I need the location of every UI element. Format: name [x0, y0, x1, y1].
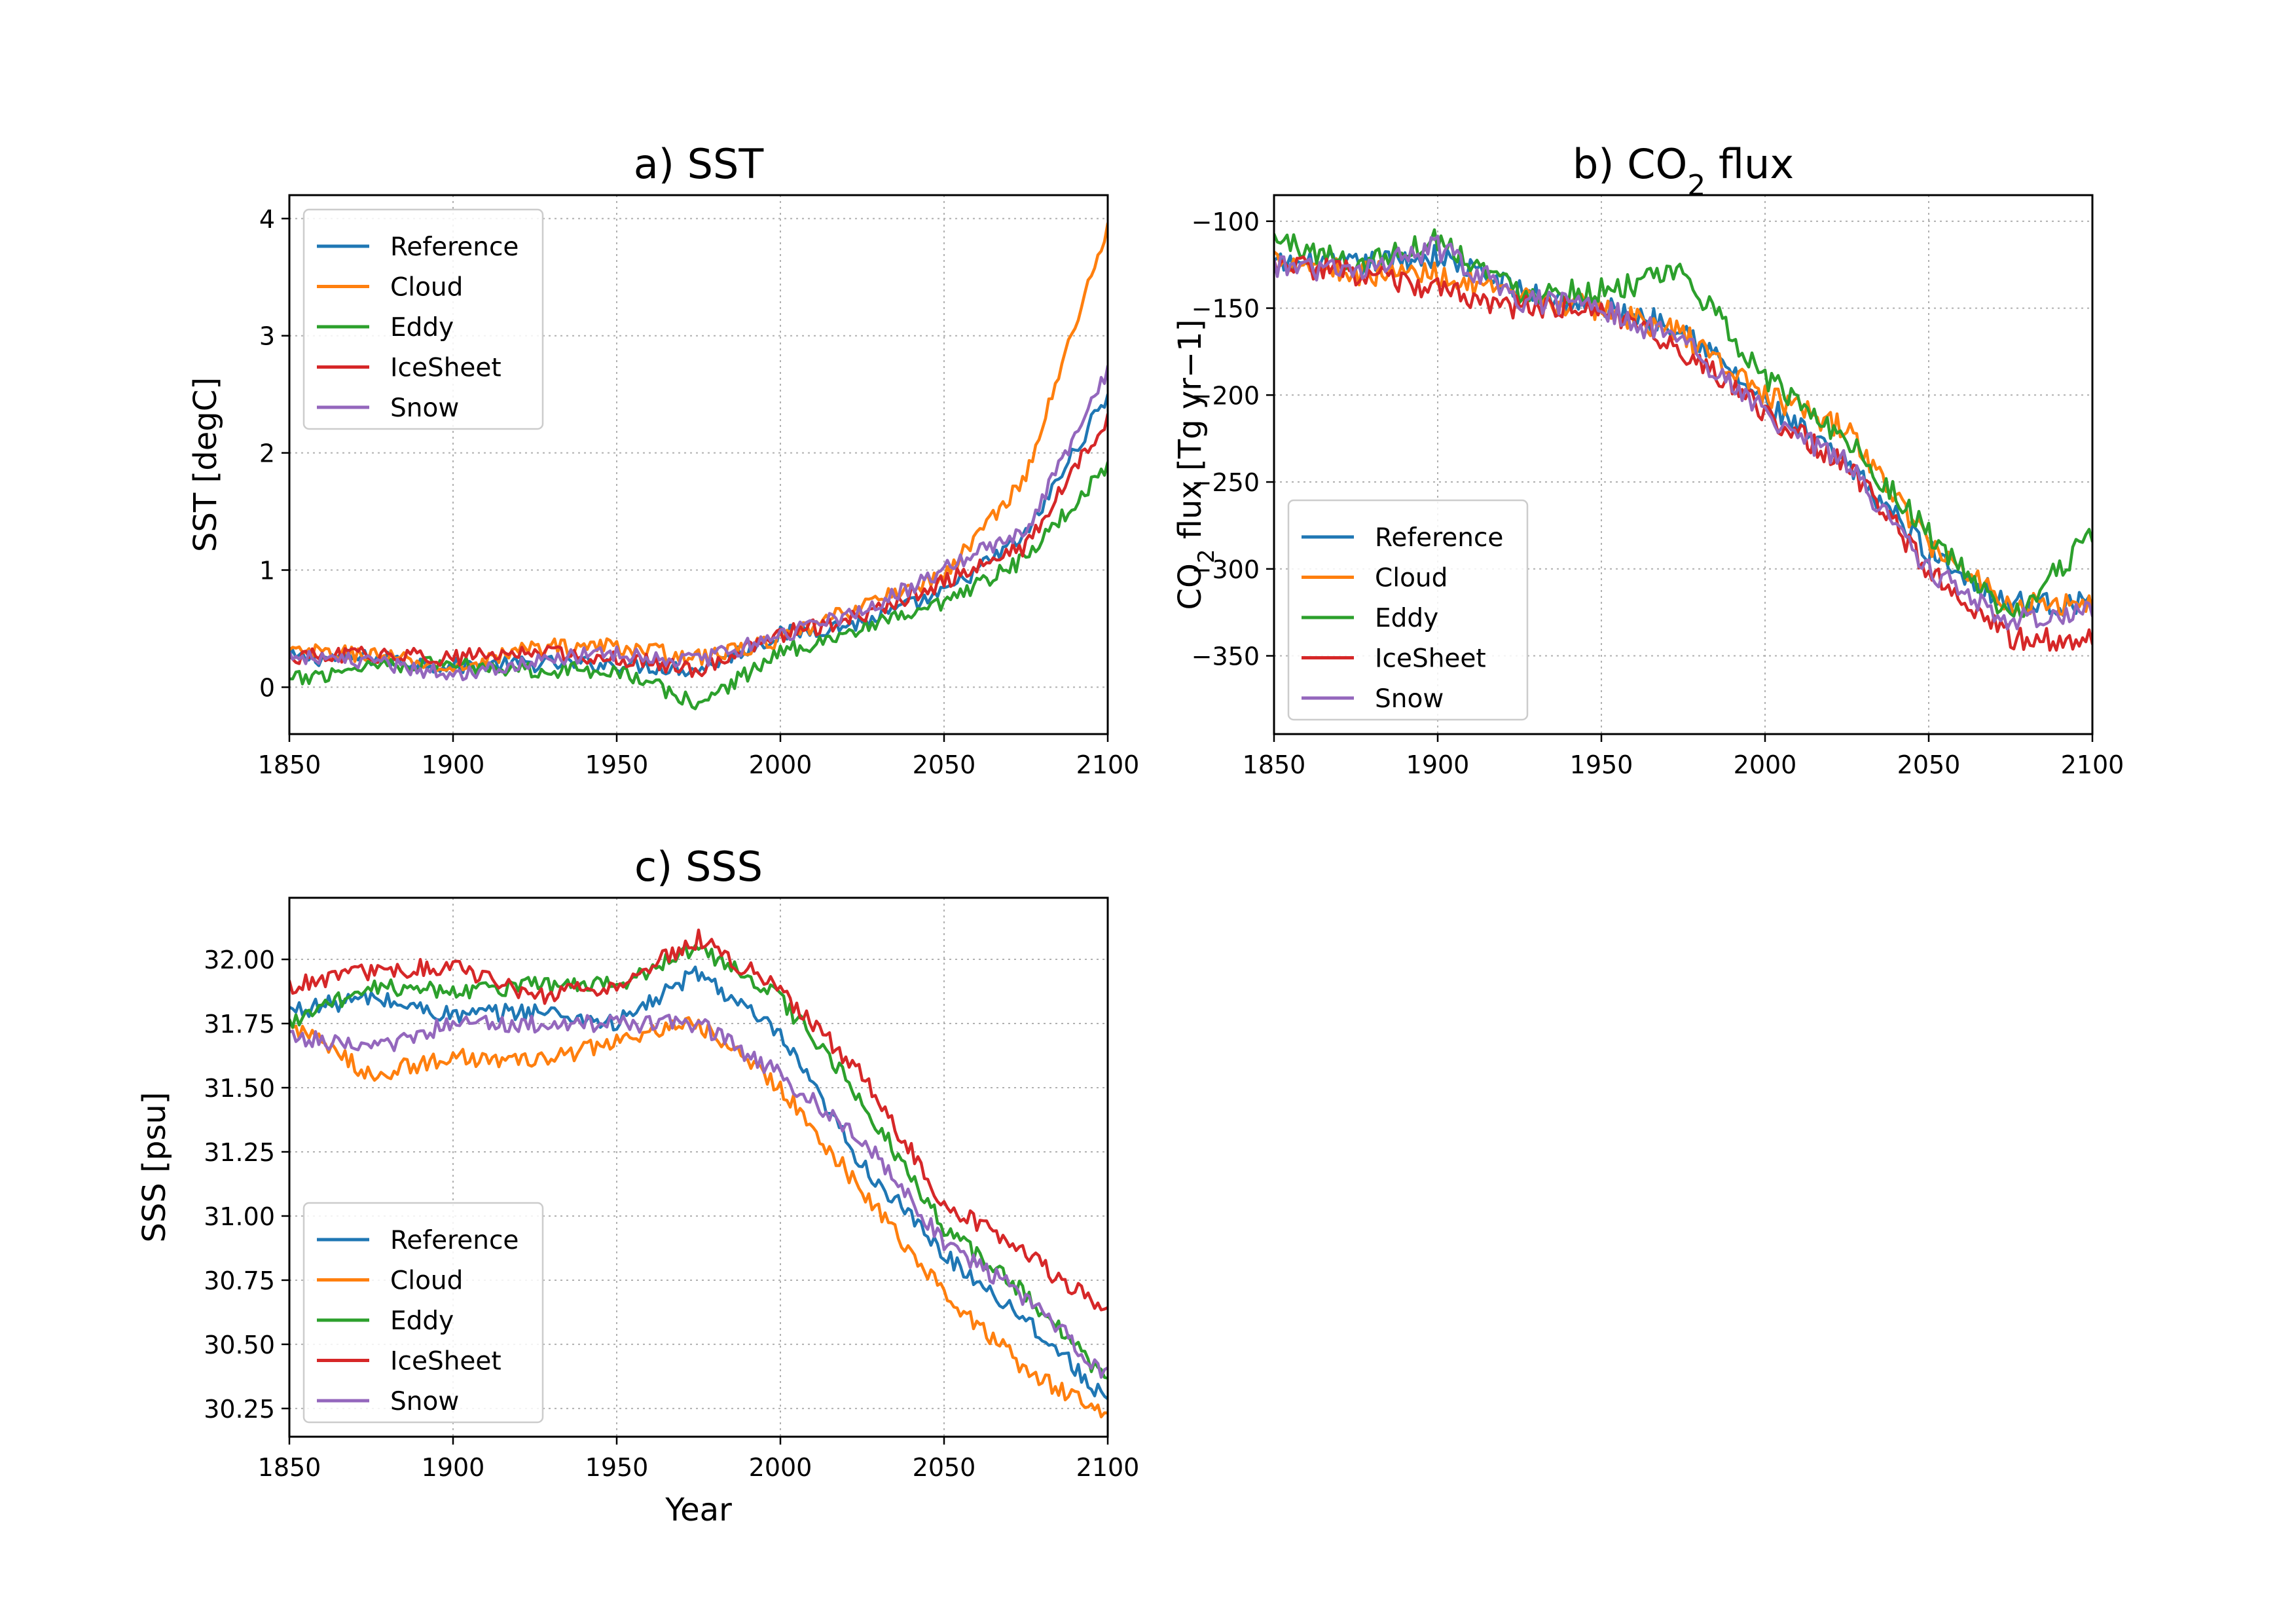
y-tick-label: 30.75: [204, 1266, 275, 1295]
y-tick-label: 31.25: [204, 1138, 275, 1167]
y-tick-label: 4: [259, 205, 275, 234]
x-tick-label: 1900: [422, 1453, 485, 1482]
y-tick-label: 3: [259, 322, 275, 351]
legend-box: [302, 1202, 544, 1424]
legend-box: [302, 208, 544, 430]
x-tick-label: 2000: [1734, 750, 1797, 779]
y-tick-label: 1: [259, 557, 275, 585]
series-line-snow: [1274, 234, 2092, 631]
y-axis-label: SST [degC]: [187, 377, 224, 552]
legend-label-cloud: Cloud: [1375, 564, 1448, 593]
legend-label-cloud: Cloud: [390, 273, 463, 303]
legend-label-eddy: Eddy: [1375, 604, 1438, 633]
y-tick-label: −150: [1192, 295, 1260, 323]
axes-frame: [288, 896, 1109, 1438]
y-tick-label: 2: [259, 439, 275, 468]
legend-label-icesheet: IceSheet: [390, 354, 501, 383]
series-line-icesheet: [1274, 255, 2092, 652]
chart-title: c) SSS: [634, 843, 763, 891]
y-axis-label: CO2 flux [Tg yr−1]: [1172, 320, 1220, 610]
legend-label-eddy: Eddy: [390, 1306, 454, 1336]
y-tick-label: 31.00: [204, 1202, 275, 1231]
x-tick-label: 1850: [258, 750, 321, 779]
y-tick-label: 31.50: [204, 1074, 275, 1103]
series-line-eddy: [289, 944, 1108, 1380]
legend-label-eddy: Eddy: [390, 313, 454, 342]
legend: Reference Cloud Eddy IceSheet Snow: [302, 1202, 544, 1424]
y-tick-label: 32.00: [204, 946, 275, 974]
series-line-snow: [289, 364, 1108, 682]
axes-frame: [1273, 194, 2094, 735]
panel-b-co2-flux: 1850 1900 1950 2000 2050 2100 −100 −150 −200 −250…: [1172, 140, 2124, 779]
legend-label-icesheet: IceSheet: [1375, 644, 1486, 674]
panel-a-sst: 1850 1900 1950 2000 2050 2100 0 1 2 3 4 a) SST SST […: [187, 140, 1139, 779]
legend-label-reference: Reference: [1375, 523, 1503, 553]
legend-label-snow: Snow: [390, 394, 459, 423]
x-tick-label: 1950: [585, 750, 649, 779]
x-tick-label: 1900: [422, 750, 485, 779]
series-group: [289, 928, 1108, 1418]
x-tick-label: 2050: [1897, 750, 1961, 779]
legend-label-reference: Reference: [390, 1226, 519, 1255]
y-tick-label: −200: [1192, 381, 1260, 410]
y-tick-label: 30.25: [204, 1395, 275, 1424]
y-tick-label: 31.75: [204, 1010, 275, 1039]
x-tick-label: 1850: [258, 1453, 321, 1482]
y-tick-label: 0: [259, 673, 275, 702]
legend-label-reference: Reference: [390, 232, 519, 262]
series-line-eddy: [289, 460, 1108, 710]
series-group: [289, 221, 1108, 710]
series-group: [1274, 228, 2092, 652]
x-tick-label: 2050: [913, 1453, 976, 1482]
series-line-reference: [289, 393, 1108, 678]
legend-label-cloud: Cloud: [390, 1266, 463, 1296]
x-tick-label: 1950: [585, 1453, 649, 1482]
x-axis-label: Year: [665, 1492, 732, 1528]
x-tick-label: 2100: [1076, 1453, 1140, 1482]
y-tick-label: −300: [1192, 555, 1260, 584]
series-line-icesheet: [289, 928, 1108, 1312]
axes-frame: [288, 194, 1109, 735]
x-tick-label: 2050: [913, 750, 976, 779]
x-tick-label: 1900: [1406, 750, 1470, 779]
legend: Reference Cloud Eddy IceSheet Snow: [302, 208, 544, 430]
x-tick-label: 2000: [749, 750, 812, 779]
legend: Reference Cloud Eddy IceSheet Snow: [1287, 499, 1529, 721]
y-tick-label: 30.50: [204, 1331, 275, 1359]
y-tick-label: −250: [1192, 468, 1260, 497]
y-tick-label: −100: [1192, 208, 1260, 236]
series-line-snow: [289, 1014, 1108, 1379]
x-tick-label: 2100: [1076, 750, 1140, 779]
legend-label-snow: Snow: [1375, 684, 1444, 714]
series-line-reference: [289, 965, 1108, 1401]
chart-title: b) CO2 flux: [1573, 140, 1794, 202]
series-line-cloud: [289, 221, 1108, 673]
y-tick-label: −350: [1192, 642, 1260, 671]
x-tick-label: 1950: [1570, 750, 1633, 779]
x-tick-label: 1850: [1243, 750, 1306, 779]
panel-c-sss: 1850 1900 1950 2000 2050 2100 30.25 30.50 30.75 3…: [136, 843, 1139, 1528]
x-tick-label: 2000: [749, 1453, 812, 1482]
chart-title: a) SST: [634, 140, 765, 188]
x-tick-label: 2100: [2061, 750, 2124, 779]
legend-box: [1287, 499, 1529, 721]
legend-label-icesheet: IceSheet: [390, 1347, 501, 1376]
series-line-icesheet: [289, 413, 1108, 678]
legend-label-snow: Snow: [390, 1387, 459, 1416]
y-axis-label: SSS [psu]: [136, 1092, 173, 1242]
